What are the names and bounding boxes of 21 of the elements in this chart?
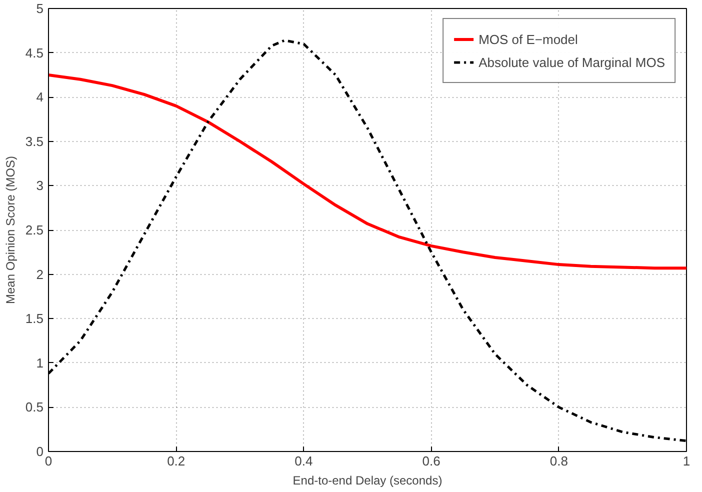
- y-tick-label: 4.5: [25, 45, 44, 60]
- x-tick-label: 0.2: [167, 454, 186, 468]
- legend-label: MOS of E−model: [478, 32, 579, 46]
- y-tick-label: 4: [36, 90, 44, 105]
- x-axis-title: End-to-end Delay (seconds): [292, 474, 442, 488]
- y-tick-label: 0.5: [25, 400, 44, 415]
- y-tick-label: 2.5: [25, 222, 44, 238]
- y-tick-label: 5: [36, 1, 44, 16]
- y-tick-label: 0: [36, 444, 44, 459]
- line-series: [48, 73, 686, 270]
- y-tick-label: 1: [36, 355, 44, 370]
- y-tick-label: 3: [36, 178, 44, 194]
- x-tick-label: 0.4: [294, 454, 313, 468]
- y-tick-label: 2: [36, 266, 44, 282]
- x-tick-label: 0.8: [550, 454, 568, 468]
- legend-label: Absolute value of Marginal MOS: [478, 54, 665, 70]
- y-axis-title: Mean Opinion Score (MOS): [3, 156, 18, 304]
- x-tick-label: 1: [682, 454, 690, 468]
- x-tick-label: 0.6: [422, 454, 440, 468]
- y-tick-label: 3.5: [25, 134, 44, 149]
- y-tick-label: 1.5: [25, 311, 44, 326]
